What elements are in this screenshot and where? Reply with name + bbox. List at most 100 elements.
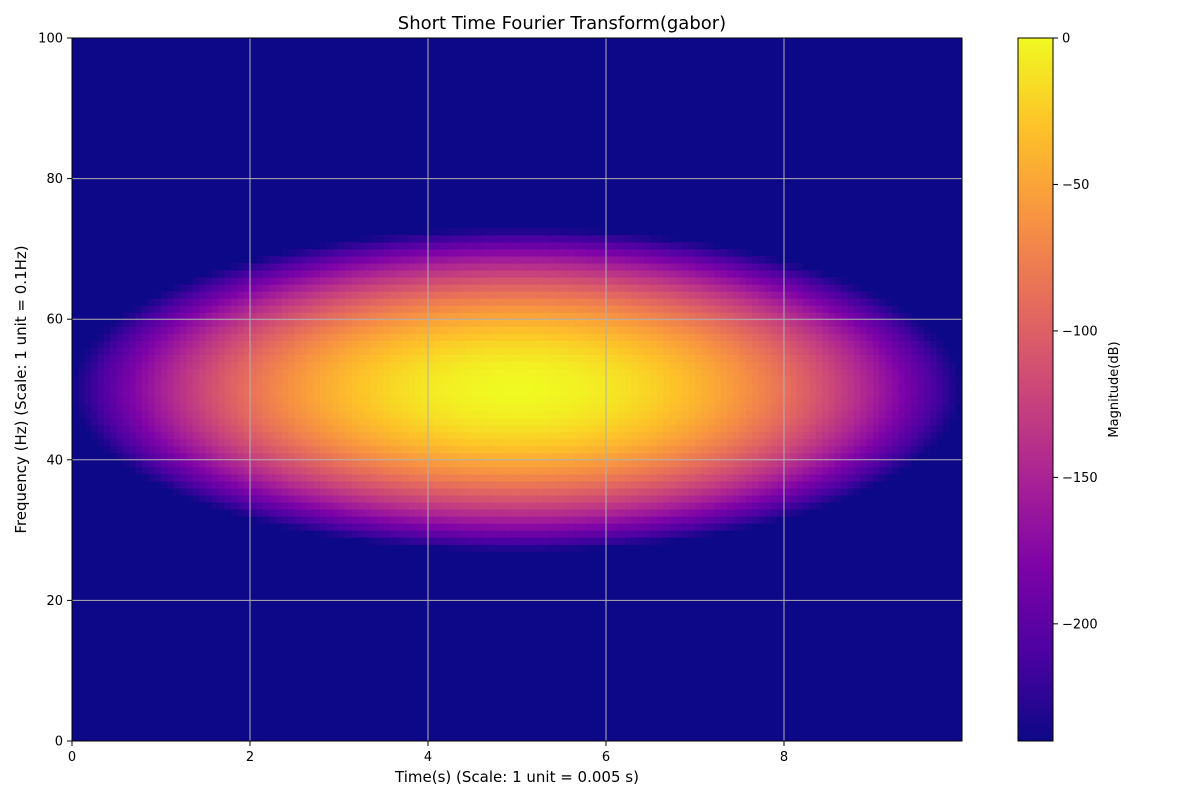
heatmap-cell [555, 382, 563, 391]
heatmap-cell [173, 361, 181, 370]
heatmap-cell [536, 255, 544, 264]
heatmap-cell [421, 333, 429, 341]
heatmap-cell [561, 333, 569, 341]
heatmap-cell [491, 389, 499, 398]
heatmap-cell [625, 234, 633, 243]
heatmap-cell [275, 431, 283, 440]
heatmap-cell [459, 234, 467, 243]
heatmap-cell [873, 361, 880, 370]
heatmap-cell [720, 424, 728, 433]
heatmap-cell [822, 431, 830, 440]
heatmap-cell [644, 340, 652, 348]
heatmap-cell [580, 431, 588, 440]
heatmap-cell [637, 298, 645, 306]
heatmap-cell [650, 417, 658, 426]
heatmap-cell [84, 396, 92, 405]
heatmap-cell [523, 269, 531, 278]
heatmap-cell [192, 305, 200, 313]
heatmap-cell [243, 340, 251, 348]
heatmap-cell [809, 417, 817, 426]
heatmap-cell [218, 284, 226, 292]
heatmap-cell [339, 347, 346, 355]
heatmap-cell [707, 523, 715, 531]
heatmap-cell [224, 501, 232, 510]
heatmap-cell [364, 487, 372, 496]
heatmap-cell [784, 459, 791, 468]
heatmap-cell [313, 312, 321, 320]
heatmap-cell [364, 375, 372, 384]
heatmap-cell [701, 403, 709, 412]
heatmap-cell [332, 410, 340, 419]
heatmap-cell [364, 466, 372, 475]
heatmap-cell [110, 340, 118, 348]
heatmap-cell [695, 375, 702, 384]
heatmap-cell [860, 424, 868, 433]
heatmap-cell [377, 494, 385, 503]
heatmap-cell [339, 368, 346, 377]
heatmap-cell [224, 312, 232, 320]
heatmap-cell [141, 424, 149, 433]
heatmap-cell [784, 269, 791, 278]
heatmap-cell [739, 473, 747, 482]
heatmap-cell [294, 368, 302, 377]
heatmap-cell [396, 262, 404, 271]
heatmap-cell [752, 452, 760, 461]
heatmap-cell [860, 305, 868, 313]
heatmap-cell [593, 284, 601, 292]
heatmap-cell [243, 466, 251, 475]
heatmap-cell [644, 417, 652, 426]
heatmap-cell [745, 459, 753, 468]
heatmap-cell [707, 241, 715, 250]
heatmap-cell [701, 523, 709, 531]
heatmap-cell [784, 284, 791, 292]
heatmap-cell [421, 298, 429, 306]
heatmap-cell [497, 284, 505, 292]
heatmap-cell [542, 438, 550, 447]
heatmap-cell [618, 466, 626, 475]
heatmap-cell [675, 466, 683, 475]
heatmap-cell [472, 389, 480, 398]
heatmap-cell [415, 262, 423, 271]
heatmap-cell [745, 382, 753, 391]
heatmap-cell [116, 403, 124, 412]
heatmap-cell [561, 269, 569, 278]
heatmap-cell [250, 410, 257, 419]
heatmap-cell [739, 312, 747, 320]
heatmap-cell [192, 410, 200, 419]
heatmap-cell [784, 340, 791, 348]
heatmap-cell [434, 354, 442, 362]
heatmap-cell [873, 382, 880, 391]
heatmap-cell [173, 284, 181, 292]
heatmap-cell [701, 326, 709, 334]
heatmap-cell [752, 389, 760, 398]
heatmap-cell [307, 284, 315, 292]
heatmap-cell [478, 298, 486, 306]
heatmap-cell [561, 509, 569, 517]
heatmap-cell [625, 501, 633, 510]
heatmap-cell [682, 368, 690, 377]
heatmap-cell [784, 277, 791, 285]
heatmap-cell [300, 431, 308, 440]
heatmap-cell [790, 312, 798, 320]
heatmap-cell [281, 333, 289, 341]
heatmap-cell [459, 255, 467, 264]
heatmap-cell [345, 389, 353, 398]
heatmap-cell [440, 459, 448, 468]
heatmap-cell [790, 361, 798, 370]
heatmap-cell [618, 347, 626, 355]
heatmap-cell [440, 445, 448, 454]
heatmap-cell [618, 445, 626, 454]
heatmap-cell [453, 361, 461, 370]
heatmap-cell [542, 354, 550, 362]
heatmap-cell [860, 396, 868, 405]
heatmap-cell [841, 473, 849, 482]
heatmap-cell [885, 305, 893, 313]
heatmap-cell [218, 424, 226, 433]
heatmap-cell [847, 452, 855, 461]
heatmap-cell [485, 354, 493, 362]
heatmap-cell [586, 487, 594, 496]
heatmap-cell [504, 284, 512, 292]
heatmap-cell [300, 262, 308, 271]
heatmap-cell [885, 424, 893, 433]
heatmap-cell [561, 417, 569, 426]
